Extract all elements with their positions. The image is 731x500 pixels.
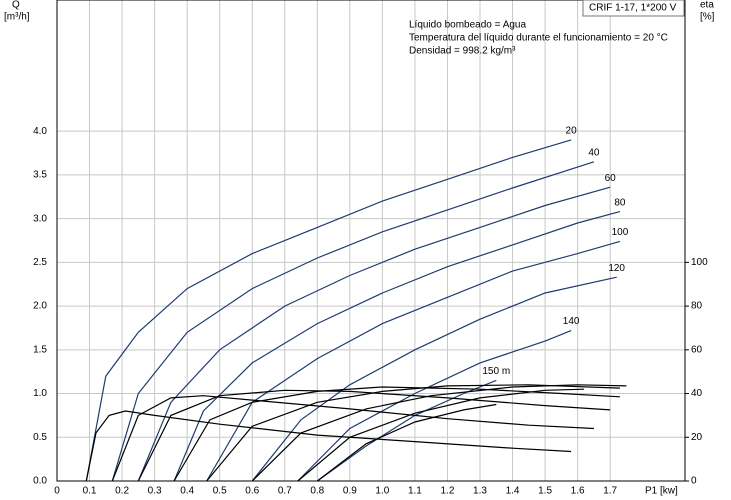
flow-curve — [173, 211, 621, 482]
x-tick-label: 1.1 — [408, 486, 422, 497]
y2-tick-label: 40 — [691, 388, 703, 399]
curve-label: 60 — [605, 173, 617, 184]
flow-curve — [137, 186, 611, 482]
y2-tick-label: 0 — [691, 476, 697, 487]
eta-curve — [297, 388, 585, 482]
x-tick-label: 0 — [54, 486, 60, 497]
y2-tick-label: 20 — [691, 432, 703, 443]
flow-curve — [251, 276, 617, 482]
x-tick-label: 1.6 — [571, 486, 585, 497]
x-tick-label: 0.4 — [180, 486, 194, 497]
eta-curve — [251, 384, 627, 482]
curve-label: 100 — [612, 227, 629, 238]
plot-frame — [56, 0, 686, 482]
y2-axis-unit: [%] — [700, 12, 715, 23]
y2-tick-label: 100 — [691, 257, 708, 268]
curve-label: 40 — [588, 147, 600, 158]
x-tick-label: 1.3 — [473, 486, 487, 497]
x-axis-label: P1 [kw] — [645, 486, 678, 497]
x-tick-label: 1.4 — [506, 486, 520, 497]
eta-curve — [316, 403, 497, 482]
y-tick-label: 4.0 — [33, 126, 47, 137]
x-tick-label: 1.0 — [375, 486, 389, 497]
y-tick-label: 2.0 — [33, 301, 47, 312]
y-tick-label: 1.0 — [33, 388, 47, 399]
x-tick-label: 0.9 — [343, 486, 357, 497]
x-tick-label: 0.5 — [213, 486, 227, 497]
y2-tick-label: 60 — [691, 344, 703, 355]
x-tick-label: 0.1 — [83, 486, 97, 497]
x-tick-label: 1.7 — [603, 486, 617, 497]
x-tick-label: 0.2 — [115, 486, 129, 497]
y-tick-label: 2.5 — [33, 257, 47, 268]
curve-label: 20 — [566, 126, 578, 137]
flow-curve — [111, 161, 595, 482]
annotation: Líquido bombeado = Agua — [409, 20, 526, 31]
curve-label: 140 — [563, 316, 580, 327]
curves — [85, 139, 627, 482]
curve-label: 150 m — [482, 366, 510, 377]
y-axis-unit: [m³/h] — [4, 12, 30, 23]
eta-curve — [173, 386, 620, 482]
x-tick-label: 1.2 — [441, 486, 455, 497]
annotation: Densidad = 998.2 kg/m³ — [409, 46, 516, 57]
y-tick-label: 0.0 — [33, 476, 47, 487]
x-tick-label: 1.5 — [538, 486, 552, 497]
x-tick-label: 0.7 — [278, 486, 292, 497]
y2-axis-label: eta — [700, 0, 714, 11]
eta-curve — [206, 384, 620, 482]
y2-tick-label: 80 — [691, 301, 703, 312]
eta-curve — [85, 410, 572, 482]
curve-label: 120 — [608, 263, 625, 274]
eta-curve — [111, 395, 594, 482]
flow-curve — [206, 240, 621, 482]
model-box — [582, 0, 685, 17]
y-axis-label: Q — [12, 0, 20, 11]
x-tick-label: 0.3 — [148, 486, 162, 497]
x-tick-label: 0.6 — [245, 486, 259, 497]
y-tick-label: 0.5 — [33, 432, 47, 443]
y-tick-label: 3.5 — [33, 170, 47, 181]
flow-curve — [85, 139, 572, 482]
y-tick-label: 1.5 — [33, 344, 47, 355]
x-tick-label: 0.8 — [310, 486, 324, 497]
curve-label: 80 — [614, 197, 626, 208]
annotation: Temperatura del líquido durante el funci… — [409, 33, 668, 44]
model-label: CRIF 1-17, 1*200 V — [589, 3, 677, 14]
y-tick-label: 3.0 — [33, 213, 47, 224]
